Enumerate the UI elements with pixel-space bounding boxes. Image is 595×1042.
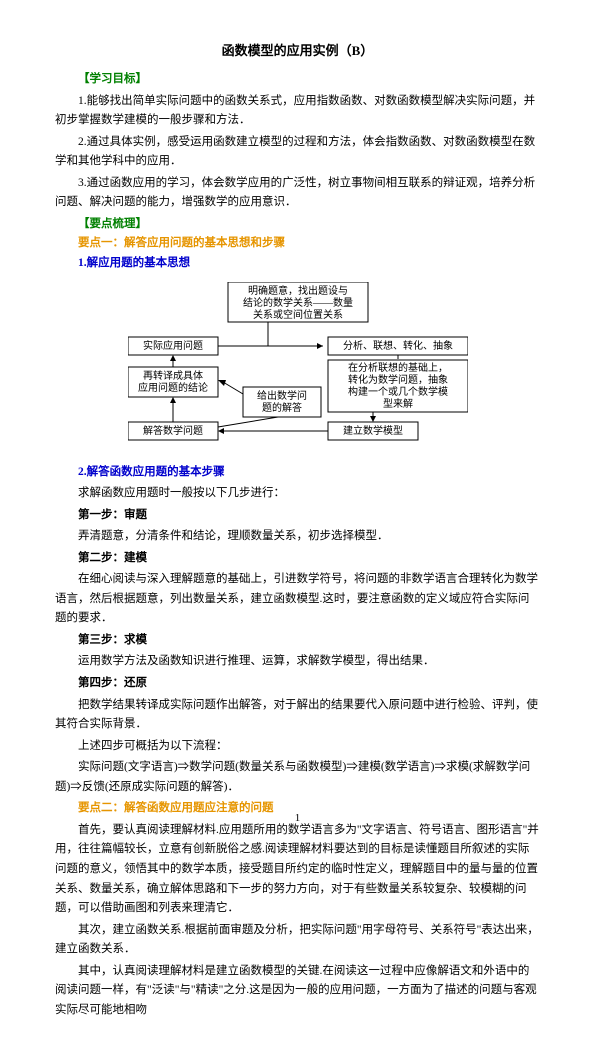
- p2: 其次，建立函数关系.根据前面审题及分析，把实际问题"用字母符号、关系符号"表达出…: [55, 921, 540, 960]
- boxD: 解答数学问题: [143, 424, 203, 437]
- step4-body: 把数学结果转译成实际问题作出解答，对于解出的结果要代入原问题中进行检验、评判，使…: [55, 696, 540, 735]
- heading-key: 【要点梳理】: [55, 215, 540, 235]
- boxG-l3: 构建一个或几个数学模: [348, 385, 448, 398]
- step6: 实际问题(文字语言)⇒数学问题(数量关系与函数模型)⇒建模(数学语言)⇒求模(求…: [55, 758, 540, 797]
- page-number: 1: [0, 812, 595, 824]
- goal-3: 3.通过函数应用的学习，体会数学应用的广泛性，树立事物间相互联系的辩证观，培养分…: [55, 174, 540, 213]
- boxE-l2: 题的解答: [262, 401, 302, 414]
- step4-head: 第四步：还原: [55, 674, 540, 694]
- step2-head: 第二步：建模: [55, 549, 540, 569]
- key-1-1: 1.解应用题的基本思想: [55, 254, 540, 274]
- p1: 首先，要认真阅读理解材料.应用题所用的数学语言多为"文字语言、符号语言、图形语言…: [55, 821, 540, 919]
- step1-body: 弄清题意，分清条件和结论，理顺数量关系，初步选择模型．: [55, 527, 540, 547]
- goal-1: 1.能够找出简单实际问题中的函数关系式，应用指数函数、对数函数模型解决实际问题，…: [55, 92, 540, 131]
- boxG-l1: 在分析联想的基础上，: [348, 361, 448, 374]
- boxC-l1: 再转译成具体: [143, 369, 203, 382]
- heading-goal: 【学习目标】: [55, 70, 540, 90]
- boxE-l1: 给出数学问: [257, 389, 307, 402]
- key-1: 要点一：解答应用问题的基本思想和步骤: [55, 234, 540, 254]
- p3: 其中，认真阅读理解材料是建立函数模型的关键.在阅读这一过程中应像解语文和外语中的…: [55, 962, 540, 1021]
- boxA-l3: 关系或空间位置关系: [253, 308, 343, 321]
- step5: 上述四步可概括为以下流程：: [55, 737, 540, 757]
- page-title: 函数模型的应用实例（B）: [55, 40, 540, 62]
- boxG-l4: 型来解: [383, 397, 413, 410]
- boxG-l2: 转化为数学问题，抽象: [348, 373, 448, 386]
- step1-head: 第一步：审题: [55, 506, 540, 526]
- step3-body: 运用数学方法及函数知识进行推理、运算，求解数学模型，得出结果．: [55, 652, 540, 672]
- boxB: 实际应用问题: [143, 339, 203, 352]
- flowchart-diagram: 明确题意，找出题设与 结论的数学关系——数量 关系或空间位置关系 实际应用问题 …: [128, 282, 468, 457]
- step2-body: 在细心阅读与深入理解题意的基础上，引进数学符号，将问题的非数学语言合理转化为数学…: [55, 570, 540, 629]
- boxC-l2: 应用问题的结论: [138, 381, 208, 394]
- boxA-l2: 结论的数学关系——数量: [243, 296, 353, 309]
- step3-head: 第三步：求模: [55, 631, 540, 651]
- boxF: 分析、联想、转化、抽象: [343, 339, 453, 352]
- step-intro: 求解函数应用题时一般按以下几步进行：: [55, 484, 540, 504]
- boxA-l1: 明确题意，找出题设与: [248, 284, 348, 297]
- boxH: 建立数学模型: [343, 424, 403, 437]
- goal-2: 2.通过具体实例，感受运用函数建立模型的过程和方法，体会指数函数、对数函数模型在…: [55, 133, 540, 172]
- key-1-2: 2.解答函数应用题的基本步骤: [55, 463, 540, 483]
